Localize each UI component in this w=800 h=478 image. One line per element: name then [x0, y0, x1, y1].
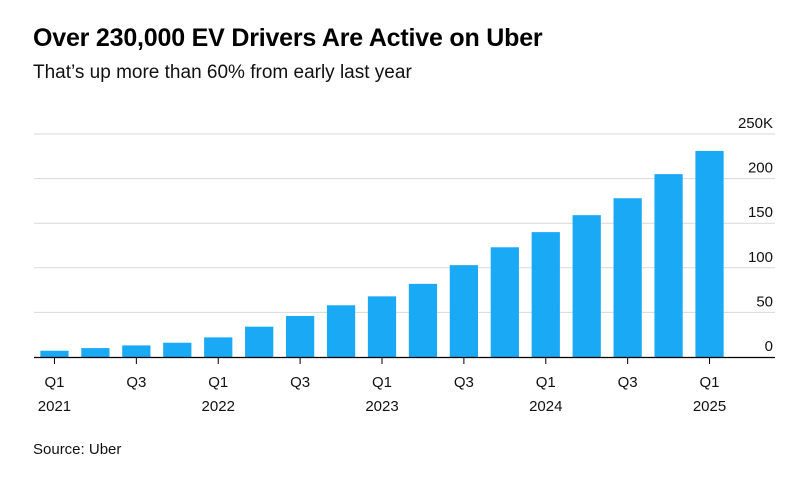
bar — [490, 247, 519, 357]
x-tick-label: Q1 — [700, 374, 720, 391]
bar — [204, 337, 233, 357]
y-tick-label: 50 — [756, 293, 773, 310]
x-tick-label: Q3 — [290, 374, 310, 391]
bar — [654, 174, 683, 357]
y-axis-ticks: 0 50 100 150 200 250K — [738, 115, 773, 355]
x-tick-label: Q3 — [126, 374, 146, 391]
x-tick-label: Q1 — [44, 374, 64, 391]
bar — [81, 348, 110, 357]
y-tick-label: 200 — [748, 160, 773, 177]
y-tick-label: 100 — [748, 249, 773, 266]
bar — [285, 315, 315, 357]
bar — [531, 232, 560, 357]
bar — [408, 283, 438, 357]
x-tick-label: Q1 — [208, 374, 228, 391]
x-tick-year-label: 2024 — [529, 398, 562, 415]
x-tick-year-label: 2021 — [38, 398, 71, 415]
x-tick-year-label: 2023 — [365, 398, 398, 415]
x-tick-label: Q3 — [454, 374, 474, 391]
bar — [163, 342, 192, 357]
bar — [40, 350, 69, 357]
bar — [695, 150, 724, 357]
gridlines — [34, 133, 775, 313]
chart-subtitle: That’s up more than 60% from early last … — [33, 62, 412, 83]
x-tick-year-label: 2022 — [202, 398, 235, 415]
x-tick-label: Q1 — [372, 374, 392, 391]
bar — [245, 326, 274, 357]
x-tick-year-label: 2025 — [693, 398, 726, 415]
source-note: Source: Uber — [33, 441, 122, 458]
x-tick-label: Q3 — [618, 374, 638, 391]
bar — [572, 215, 601, 357]
bars — [40, 150, 724, 357]
bar — [613, 198, 642, 357]
bar — [326, 305, 356, 357]
x-axis-ticks: Q1 2021 Q3 Q1 2022 Q3 Q1 2023 Q3 Q1 2024 Q3 Q1 2025 — [38, 357, 726, 415]
bar — [449, 265, 479, 357]
y-tick-label: 150 — [748, 204, 773, 221]
y-tick-label: 0 — [765, 338, 773, 355]
x-tick-label: Q1 — [536, 374, 556, 391]
bar — [367, 296, 397, 357]
bar — [122, 345, 151, 357]
y-tick-label: 250K — [738, 115, 773, 132]
chart-title: Over 230,000 EV Drivers Are Active on Ub… — [33, 24, 543, 52]
